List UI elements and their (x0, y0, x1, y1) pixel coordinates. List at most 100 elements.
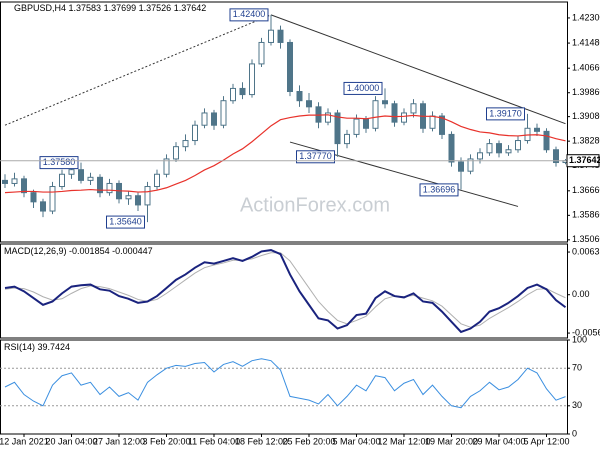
header-high: 1.37699 (104, 3, 137, 13)
y-tick-label: 0 (572, 428, 577, 438)
candle-body (249, 63, 255, 96)
candle-body (353, 118, 360, 135)
candle-body (220, 100, 227, 126)
candle-body (372, 100, 379, 129)
indicator-value: 39.7424 (38, 342, 71, 352)
candle-body (97, 176, 103, 194)
candle-body (78, 169, 84, 181)
candle-body (106, 182, 113, 194)
y-tick-label: 100 (572, 334, 587, 344)
symbol: GBPUSD,H4 (14, 3, 66, 13)
candle-body (401, 112, 407, 123)
watermark: ActionForex.com (240, 194, 390, 216)
candle-body (87, 176, 94, 181)
indicator-line (4, 249, 567, 334)
candle-body (182, 140, 189, 148)
candle-body (49, 186, 56, 212)
candle-body (201, 112, 208, 126)
price-label-box (106, 215, 145, 229)
header-open: 1.37583 (69, 3, 102, 13)
candle-body (296, 91, 303, 102)
candle-body (59, 173, 65, 188)
x-tick-label: 25 Feb 20:00 (282, 436, 335, 446)
panel-frame (0, 1, 568, 243)
x-tick-label: 3 Feb 20:00 (142, 436, 190, 446)
x-tick-label: 29 Mar 04:00 (472, 436, 525, 446)
price-label: 1.37580 (43, 157, 76, 167)
candle-body (553, 149, 559, 164)
y-tick-label: 1.39860 (572, 87, 600, 97)
x-tick-label: 5 Apr 12:00 (523, 436, 569, 446)
y-tick-label: 1.35060 (572, 234, 600, 244)
x-tick-label: 19 Mar 20:00 (425, 436, 478, 446)
price-label: 1.40000 (347, 83, 380, 93)
header-low: 1.37526 (139, 3, 172, 13)
candle-body (534, 127, 540, 132)
y-tick-label: 0.00 (572, 289, 590, 299)
candle-body (230, 87, 236, 102)
candle-body (467, 158, 474, 172)
y-tick-label: 30 (572, 400, 582, 410)
candle-body (287, 41, 293, 93)
candle-body (211, 112, 217, 126)
price-label-box (419, 183, 459, 197)
price-label: 1.39170 (489, 108, 522, 118)
header-close: 1.37642 (174, 3, 207, 13)
candle-body (11, 178, 18, 184)
candle-body (515, 140, 521, 151)
candle-body (239, 87, 246, 96)
candle-body (382, 100, 388, 105)
y-tick-label: 1.42300 (572, 12, 600, 22)
candle-body (163, 158, 170, 175)
price-label-box (343, 81, 383, 95)
candle-body (543, 130, 550, 151)
candle-body (363, 118, 369, 129)
price-label: 1.37770 (299, 151, 332, 161)
price-label-box (229, 8, 269, 22)
candle-body (192, 124, 198, 142)
candle-body (125, 195, 132, 200)
x-tick-label: 20 Jan 04:00 (45, 436, 97, 446)
chart-header: GBPUSD,H4 1.37583 1.37699 1.37526 1.3764… (14, 3, 206, 13)
y-tick-label: 1.41480 (572, 37, 600, 47)
current-price-label: 1.37642 (569, 155, 600, 165)
indicator-value: -0.001854 (69, 246, 110, 256)
y-tick-label: 0.00631 (572, 246, 600, 256)
candle-body (277, 29, 284, 43)
current-price-box (566, 154, 600, 168)
indicator-value: -0.000447 (112, 246, 153, 256)
indicator-line (4, 358, 566, 409)
x-tick-label: 18 Feb 12:00 (235, 436, 288, 446)
candle-body (391, 103, 398, 123)
candle-body (144, 186, 151, 206)
candle-body (68, 169, 75, 175)
candle-body (496, 143, 502, 154)
x-tick-label: 12 Jan 2021 (0, 436, 49, 446)
indicator-name: MACD(12,26,9) (4, 246, 67, 256)
candle-body (439, 115, 445, 135)
candle-body (2, 179, 8, 184)
candle-body (173, 146, 179, 160)
y-tick-label: 70 (572, 363, 582, 373)
candle-body (306, 100, 312, 108)
price-label-box (486, 107, 525, 121)
candle-body (477, 152, 483, 160)
candle-body (429, 115, 436, 129)
y-tick-label: 1.40660 (572, 63, 600, 73)
x-tick-label: 27 Jan 12:00 (93, 436, 145, 446)
price-label-box (296, 150, 335, 164)
trendline (270, 14, 566, 125)
price-label: 1.42400 (233, 9, 266, 19)
candle-body (30, 192, 37, 203)
price-label: 1.35640 (109, 216, 142, 226)
y-tick-label: 1.39080 (572, 111, 600, 121)
candle-body (334, 112, 341, 145)
x-tick-label: 12 Mar 12:00 (377, 436, 430, 446)
candle-body (448, 133, 455, 163)
candle-body (344, 133, 350, 145)
panel-frame (0, 243, 568, 339)
price-label: 1.36696 (423, 184, 456, 194)
panel-title: MACD(12,26,9) -0.001854 -0.000447 (4, 246, 153, 256)
panel-title: RSI(14) 39.7424 (4, 342, 70, 352)
